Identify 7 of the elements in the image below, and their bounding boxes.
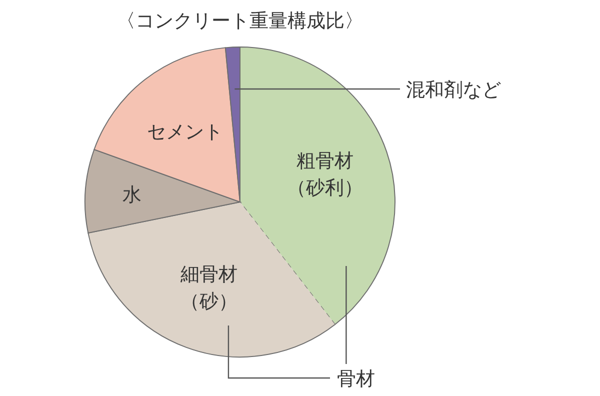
- slice-label: 細骨材（砂）: [179, 263, 238, 312]
- chart-title: 〈コンクリート重量構成比〉: [116, 10, 364, 32]
- slice-label: 粗骨材（砂利）: [287, 150, 364, 199]
- slice-label: 混和剤など: [406, 78, 501, 101]
- slice-label: 水: [122, 184, 142, 206]
- text: 骨材: [337, 368, 375, 390]
- slice-label: セメント: [146, 120, 223, 143]
